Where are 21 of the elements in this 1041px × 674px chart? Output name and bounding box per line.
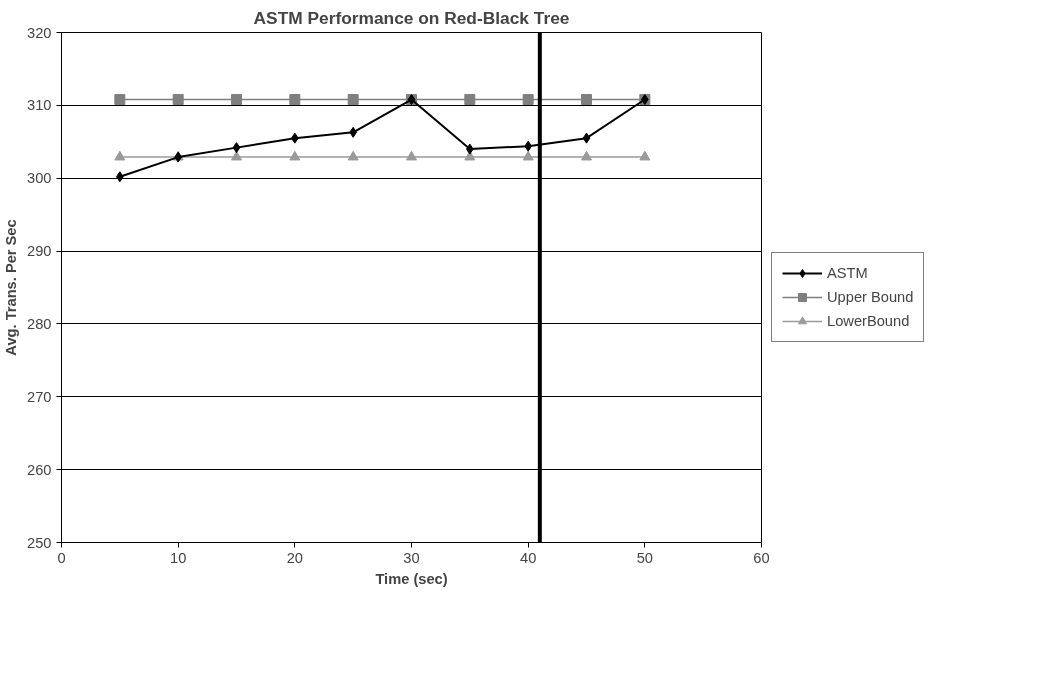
x-tick-label: 30 [403, 549, 420, 566]
legend-label: LowerBound [827, 313, 910, 329]
y-tick-label: 270 [27, 388, 52, 405]
x-tick-label: 20 [286, 549, 303, 566]
y-tick-label: 300 [27, 170, 52, 187]
x-tick-label: 0 [57, 549, 66, 566]
legend-label: Upper Bound [827, 289, 914, 305]
x-tick-label: 40 [520, 549, 537, 566]
chart-title: ASTM Performance on Red-Black Tree [253, 7, 570, 28]
y-tick-label: 250 [27, 534, 52, 551]
y-axis-title: Avg. Trans. Per Sec [3, 219, 20, 356]
x-tick-label: 50 [636, 549, 653, 566]
x-tick-label: 10 [170, 549, 187, 566]
x-axis-title: Time (sec) [375, 570, 448, 587]
x-tick-label: 60 [753, 549, 770, 566]
y-tick-label: 280 [27, 315, 52, 332]
legend-label: ASTM [827, 265, 868, 281]
y-tick-label: 310 [27, 97, 52, 114]
y-tick-label: 320 [27, 24, 52, 41]
y-tick-label: 290 [27, 243, 52, 260]
y-tick-label: 260 [27, 461, 52, 478]
